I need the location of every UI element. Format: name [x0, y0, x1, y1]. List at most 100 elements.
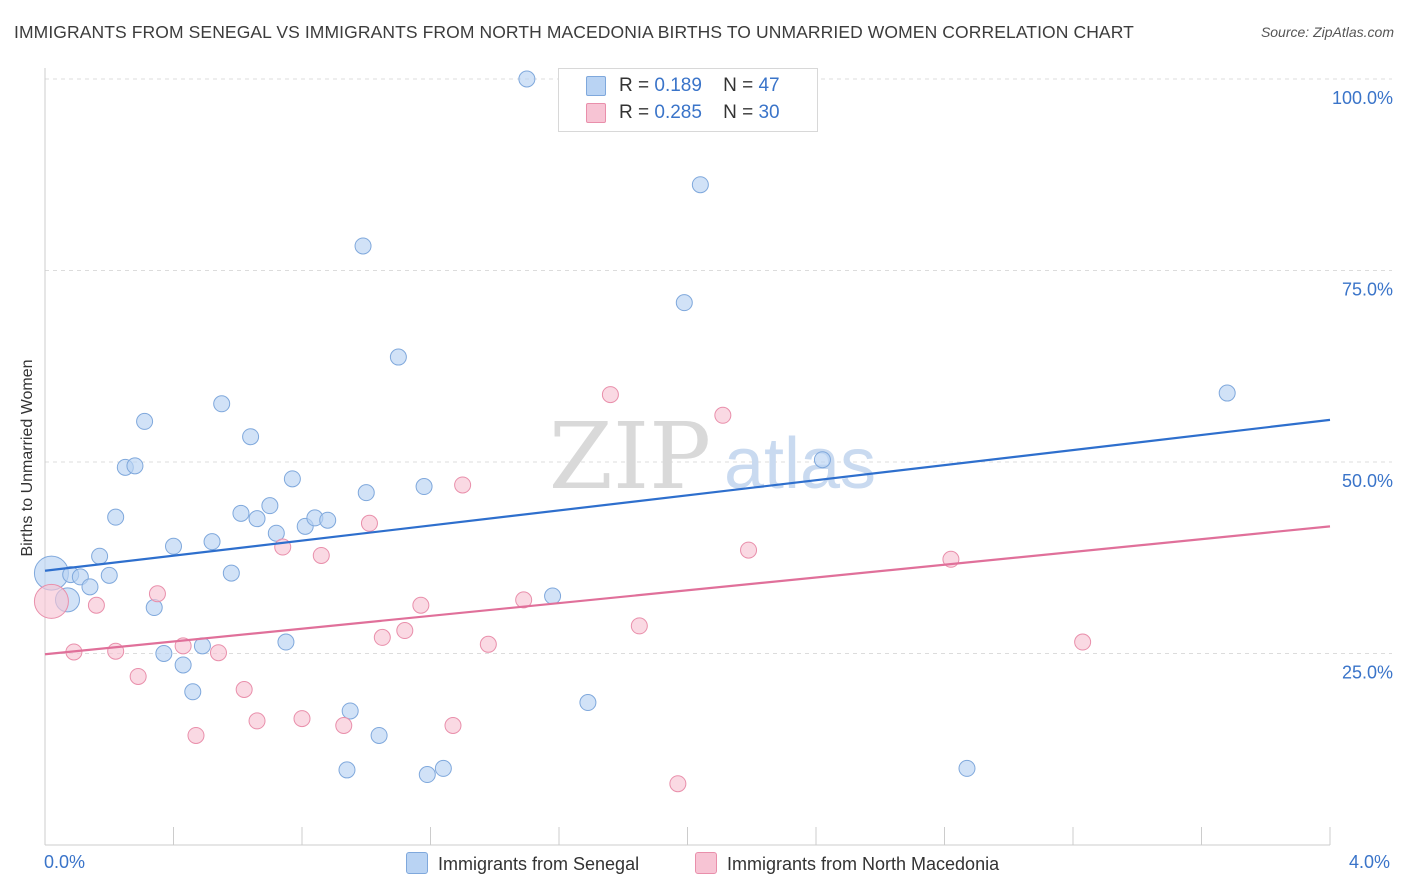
macedonia-point [669, 775, 687, 793]
senegal-point [155, 645, 173, 662]
senegal-point [958, 759, 976, 777]
senegal-point [174, 656, 192, 674]
senegal-point [126, 457, 144, 475]
senegal-point [415, 478, 433, 496]
series-legend-macedonia: Immigrants from North Macedonia [695, 852, 999, 875]
series-name-senegal: Immigrants from Senegal [438, 854, 640, 874]
senegal-point [544, 587, 562, 605]
macedonia-point [396, 622, 414, 640]
r-value: 0.189 [654, 75, 702, 96]
grid [45, 78, 1392, 654]
series-swatch-senegal [406, 852, 428, 874]
legend-stats-senegal: R = 0.189 N = 47 [619, 75, 780, 97]
senegal-point [354, 237, 372, 255]
macedonia-point [335, 717, 353, 735]
senegal-point [203, 533, 221, 551]
x-tick-label-max: 4.0% [1349, 852, 1391, 872]
senegal-point [242, 428, 260, 446]
macedonia-point [87, 596, 105, 614]
source-credit: Source: ZipAtlas.com [1260, 24, 1394, 40]
macedonia-point [601, 386, 619, 404]
senegal-point [267, 524, 285, 542]
senegal-point [518, 70, 536, 88]
senegal-point [357, 484, 375, 502]
macedonia-point [479, 635, 497, 653]
macedonia-point [235, 681, 253, 699]
macedonia-point [248, 712, 266, 730]
y-tick-label-50: 50.0% [1342, 471, 1393, 491]
macedonia-point [293, 710, 311, 728]
senegal-point [136, 412, 154, 430]
senegal-point [107, 508, 125, 526]
macedonia-point [312, 546, 330, 564]
n-label: N = [723, 75, 754, 96]
macedonia-point [740, 541, 758, 559]
n-value: 30 [758, 102, 780, 123]
senegal-point [691, 176, 709, 194]
senegal-point [319, 511, 337, 529]
senegal-point [222, 564, 240, 582]
macedonia-point [1074, 633, 1092, 651]
watermark-zip: ZIP [549, 403, 711, 510]
senegal-point [338, 761, 356, 779]
macedonia-point [454, 476, 472, 494]
senegal-point [277, 633, 295, 651]
r-label: R = [619, 102, 650, 123]
senegal-point [145, 599, 163, 617]
watermark-atlas: atlas [724, 424, 876, 504]
macedonia-point [187, 726, 205, 744]
senegal-point [675, 294, 693, 312]
data-points [33, 70, 1236, 793]
senegal-point [389, 348, 407, 366]
macedonia-point [129, 667, 147, 685]
y-tick-label-25: 25.0% [1342, 663, 1393, 683]
senegal-point [813, 451, 831, 469]
x-tick-label-min: 0.0% [44, 852, 86, 872]
legend-stats-macedonia: R = 0.285 N = 30 [619, 102, 780, 124]
senegal-point [232, 504, 250, 522]
axes [44, 68, 1331, 846]
macedonia-point [515, 591, 533, 609]
senegal-point [91, 547, 109, 565]
senegal-point [283, 470, 301, 488]
senegal-point [248, 510, 266, 528]
senegal-point [261, 497, 279, 515]
senegal-point [184, 683, 202, 701]
senegal-point [100, 566, 118, 584]
senegal-point [418, 766, 436, 784]
series-legend-senegal: Immigrants from Senegal [406, 852, 639, 875]
macedonia-point [148, 585, 166, 603]
y-tick-label-100: 100.0% [1332, 88, 1393, 108]
r-value: 0.285 [654, 102, 702, 123]
legend-swatch-macedonia [586, 103, 606, 123]
senegal-point [165, 537, 182, 555]
senegal-point [579, 694, 597, 712]
senegal-point [370, 726, 388, 744]
senegal-point [434, 759, 452, 777]
macedonia-point [373, 628, 391, 646]
macedonia-point [33, 583, 69, 619]
y-tick-labels: 25.0% 50.0% 75.0% 100.0% [1332, 88, 1393, 683]
senegal-point [1218, 384, 1236, 402]
senegal-point [341, 702, 359, 720]
macedonia-point [209, 644, 227, 662]
watermark: ZIP atlas [549, 403, 876, 510]
r-label: R = [619, 75, 650, 96]
stats-legend: R = 0.189 N = 47 R = 0.285 N = 30 [558, 68, 818, 132]
trend-line-macedonia [44, 525, 1331, 656]
series-swatch-macedonia [695, 852, 717, 874]
macedonia-point [444, 717, 462, 735]
trend-line-senegal [44, 418, 1331, 572]
senegal-point [213, 395, 231, 413]
macedonia-point [714, 406, 732, 424]
legend-swatch-senegal [586, 76, 606, 96]
series-name-macedonia: Immigrants from North Macedonia [727, 854, 1000, 874]
chart-title: IMMIGRANTS FROM SENEGAL VS IMMIGRANTS FR… [14, 22, 1134, 42]
y-tick-label-75: 75.0% [1342, 280, 1393, 300]
n-label: N = [723, 102, 754, 123]
macedonia-point [630, 617, 648, 635]
macedonia-point [412, 596, 430, 614]
senegal-point [81, 578, 99, 596]
trend-lines [44, 418, 1331, 656]
